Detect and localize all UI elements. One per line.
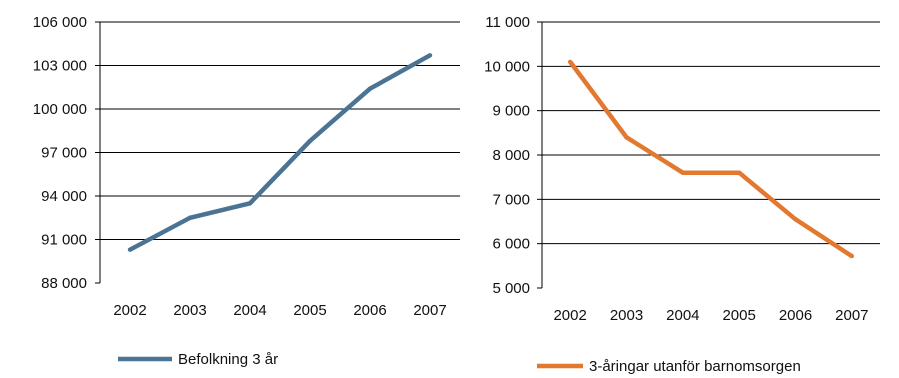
legend: Befolkning 3 år (118, 351, 278, 368)
legend: 3-åringar utanför barnomsorgen (537, 358, 801, 375)
legend-label: Befolkning 3 år (178, 351, 278, 368)
data-point (307, 138, 313, 144)
chart-outside-childcare: 5 000 6 000 7 000 8 000 9 000 10 000 11 000 200… (484, 14, 880, 375)
x-tick-label: 2007 (413, 302, 446, 319)
x-tick-label: 2005 (722, 307, 755, 324)
series-line (128, 53, 432, 252)
chart-population: 88 000 91 000 94 000 97 000 100 000 103 000 10… (33, 14, 460, 368)
data-point (736, 170, 742, 175)
y-tick-label: 11 000 (485, 14, 530, 31)
y-tick-label: 9 000 (492, 103, 530, 120)
series-line (568, 60, 854, 258)
y-tick-label: 106 000 (33, 14, 87, 31)
y-tick-label: 103 000 (33, 58, 87, 75)
x-tick-label: 2005 (293, 302, 326, 319)
y-tick-label: 91 000 (41, 232, 87, 249)
y-tick-label: 97 000 (41, 145, 87, 162)
y-tick-label: 100 000 (33, 101, 87, 118)
y-tick-label: 88 000 (41, 275, 87, 292)
data-point (367, 86, 373, 91)
data-point (624, 135, 629, 140)
x-tick-label: 2006 (779, 307, 812, 324)
y-tick-label: 94 000 (41, 188, 87, 205)
data-point (247, 201, 253, 206)
x-tick-label: 2002 (553, 307, 586, 324)
data-point (427, 53, 433, 58)
x-tick-label: 2004 (233, 302, 266, 319)
y-tick-label: 5 000 (492, 280, 530, 297)
data-point (187, 215, 193, 220)
y-tick-label: 6 000 (492, 236, 530, 253)
y-tick-label: 10 000 (484, 58, 530, 75)
x-tick-label: 2002 (113, 302, 146, 319)
y-tick-label: 7 000 (492, 191, 530, 208)
data-point (849, 253, 855, 259)
legend-label: 3-åringar utanför barnomsorgen (589, 358, 801, 375)
y-tick-label: 8 000 (492, 147, 530, 164)
data-point (567, 59, 573, 65)
data-point (680, 170, 686, 175)
x-tick-label: 2004 (666, 307, 699, 324)
data-point (127, 247, 133, 252)
x-tick-label: 2003 (610, 307, 643, 324)
data-point (793, 217, 798, 222)
x-tick-label: 2007 (835, 307, 868, 324)
x-tick-label: 2006 (353, 302, 386, 319)
x-tick-label: 2003 (173, 302, 206, 319)
